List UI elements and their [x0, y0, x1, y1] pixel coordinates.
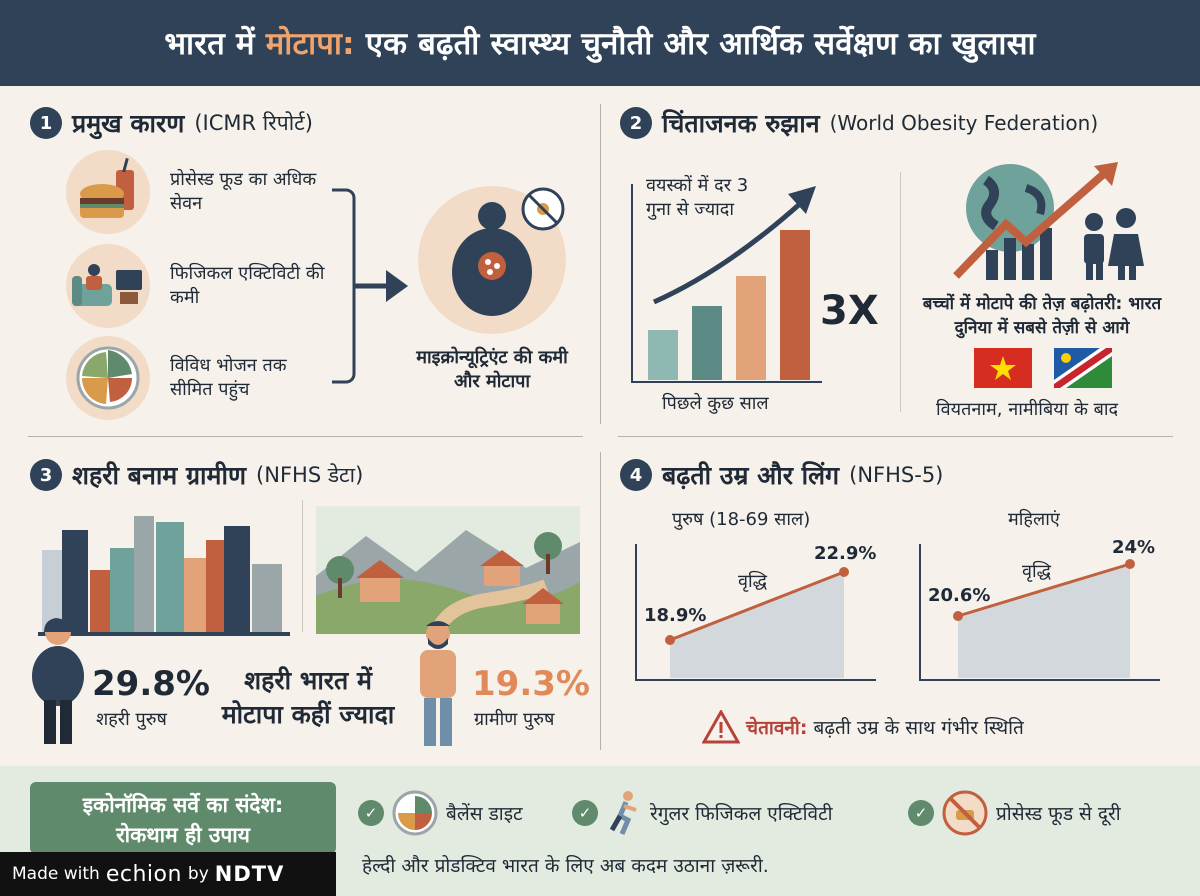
economic-survey-box: इकोनॉमिक सर्वे का संदेश: रोकथाम ही उपाय: [30, 782, 336, 854]
trend-bar: [780, 230, 810, 380]
namibia-flag-icon: [1054, 348, 1112, 388]
trend-bar-chart: [631, 184, 822, 383]
food-plate-icon: [392, 790, 438, 836]
footer-item-physical-activity: ✓ रेगुलर फिजिकल एक्टिविटी: [572, 790, 833, 836]
divider-vertical-bottom: [600, 452, 601, 750]
trend-bar: [692, 306, 722, 380]
rural-man-icon: [420, 621, 456, 746]
rural-value: 19.3%: [472, 664, 590, 704]
echion-logo: echion: [105, 861, 182, 887]
ndtv-logo: NDTV: [214, 862, 285, 886]
header-banner: भारत में मोटापा: एक बढ़ती स्वास्थ्य चुनौ…: [0, 0, 1200, 86]
village-landscape-icon: [316, 506, 580, 634]
urban-higher-text: शहरी भारत में मोटापा कहीं ज्यादा: [221, 666, 395, 729]
eco-title: इकोनॉमिक सर्वे का संदेश:: [82, 793, 284, 817]
men-line-chart: [635, 544, 876, 681]
bracket-arrow-icon: [332, 188, 408, 384]
urban-value: 29.8%: [92, 664, 210, 704]
men-end-point: [839, 567, 849, 577]
obese-person-icon: [418, 186, 566, 334]
rural-label: ग्रामीण पुरुष: [474, 709, 555, 730]
women-end-label: 24%: [1112, 537, 1156, 558]
divider-horizontal-right: [618, 436, 1173, 437]
men-growth-label: वृद्धि: [738, 571, 768, 592]
section3-number: 3: [30, 459, 62, 491]
section4-title: 4 बढ़ती उम्र और लिंग (NFHS-5): [620, 458, 943, 492]
women-area: [958, 564, 1130, 678]
cause-food-access: विविध भोजन तक सीमित पहुंच: [170, 355, 287, 400]
footer-item-avoid-processed: ✓ प्रोसेस्ड फूड से दूरी: [908, 790, 1121, 836]
section1-number: 1: [30, 107, 62, 139]
women-line: [957, 562, 1131, 618]
no-junk-food-icon: [942, 790, 988, 836]
check-icon: ✓: [908, 800, 934, 826]
urban-label: शहरी पुरुष: [96, 709, 167, 730]
globe-growth-icon: [953, 162, 1144, 280]
section2-title: 2 चिंताजनक रुझान (World Obesity Federati…: [620, 106, 1098, 140]
cause-physical-activity: फिजिकल एक्टिविटी की कमी: [170, 263, 325, 308]
flags-caption: वियतनाम, नामीबिया के बाद: [936, 399, 1119, 420]
vietnam-flag-icon: [974, 348, 1032, 388]
urban-man-icon: [32, 618, 84, 744]
couch-tv-icon: [66, 244, 150, 328]
divider-section2-inner: [900, 172, 901, 412]
men-start-point: [665, 635, 675, 645]
no-nutrient-icon: [521, 187, 565, 231]
men-line: [669, 570, 845, 642]
trend-bar: [648, 330, 678, 380]
women-chart-label: महिलाएं: [1008, 509, 1060, 530]
runner-icon: [609, 791, 637, 835]
warning-icon: [702, 710, 740, 744]
footer-tagline: हेल्दी और प्रोडक्टिव भारत के लिए अब कदम …: [362, 855, 769, 877]
made-with-badge[interactable]: Made with echion by NDTV: [0, 852, 336, 896]
cause-processed-food: प्रोसेस्ड फूड का अधिक सेवन: [170, 169, 317, 214]
page-title: भारत में मोटापा: एक बढ़ती स्वास्थ्य चुनौ…: [164, 26, 1036, 62]
food-plate-icon: [66, 336, 150, 420]
women-line-chart: [919, 544, 1160, 681]
men-area: [670, 572, 844, 678]
x-axis-caption: पिछले कुछ साल: [662, 393, 769, 414]
warning-text: चेतावनी: बढ़ती उम्र के साथ गंभीर स्थिति: [746, 717, 1024, 739]
women-start-label: 20.6%: [928, 585, 991, 606]
women-growth-label: वृद्धि: [1022, 561, 1052, 582]
eco-subtitle: रोकथाम ही उपाय: [116, 823, 250, 847]
check-icon: ✓: [358, 800, 384, 826]
divider-vertical-top: [600, 104, 601, 424]
burger-drink-icon: [66, 150, 150, 234]
section4-number: 4: [620, 459, 652, 491]
men-chart-label: पुरुष (18-69 साल): [672, 509, 811, 530]
multiplier-value: 3X: [820, 288, 879, 334]
section1-title: 1 प्रमुख कारण (ICMR रिपोर्ट): [30, 106, 313, 140]
section2-number: 2: [620, 107, 652, 139]
section3-title: 3 शहरी बनाम ग्रामीण (NFHS डेटा): [30, 458, 363, 492]
result-text: माइक्रोन्यूट्रिएंट की कमी और मोटापा: [416, 347, 568, 392]
divider-section3-inner: [302, 500, 303, 632]
men-end-label: 22.9%: [814, 543, 877, 564]
footer-item-balanced-diet: ✓ बैलेंस डाइट: [358, 790, 523, 836]
women-start-point: [953, 611, 963, 621]
divider-horizontal-left: [28, 436, 583, 437]
children-obesity-label: बच्चों में मोटापे की तेज़ बढ़ोतरी: भारत …: [922, 294, 1162, 338]
check-icon: ✓: [572, 800, 598, 826]
women-end-point: [1125, 559, 1135, 569]
city-skyline-icon: [38, 516, 290, 636]
men-start-label: 18.9%: [644, 605, 707, 626]
trend-bar: [736, 276, 766, 380]
adult-rate-label: वयस्कों में दर 3 गुना से ज्यादा: [646, 175, 749, 220]
